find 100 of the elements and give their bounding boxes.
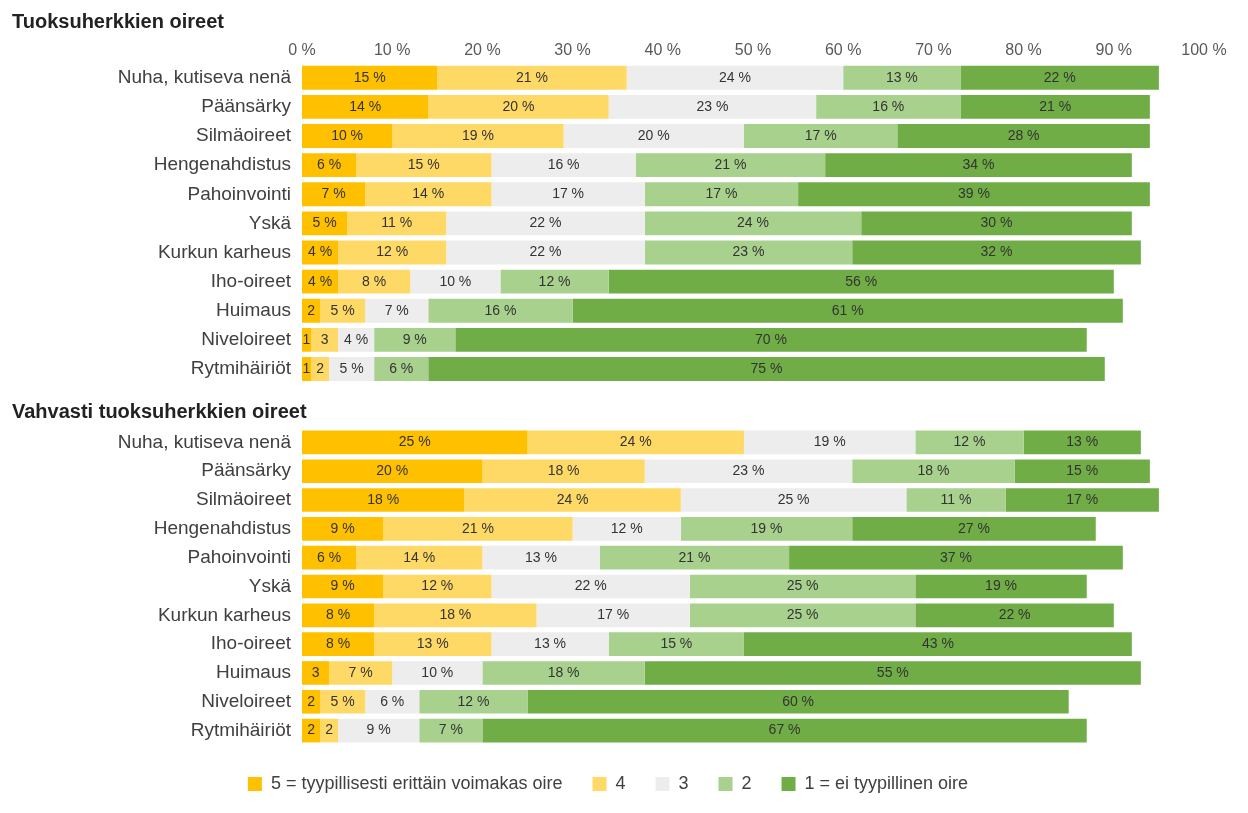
y-tick-label: Silmäoireet (195, 124, 292, 146)
bar (491, 182, 645, 207)
legend-label: 2 (741, 772, 752, 793)
bar (563, 124, 744, 148)
data-label: 14 % (349, 97, 382, 114)
bar (302, 517, 384, 541)
x-tick-label: 60 % (824, 41, 862, 59)
data-label: 2 (316, 359, 325, 376)
bar (302, 459, 483, 484)
data-label: 55 % (876, 663, 909, 680)
data-label: 17 % (705, 185, 738, 202)
bar (527, 689, 1069, 714)
data-label: 8 % (362, 272, 387, 289)
data-label: 16 % (547, 156, 580, 172)
data-label: 25 % (777, 490, 810, 507)
bar (374, 327, 456, 352)
y-tick-label: Niveloireet (201, 690, 292, 712)
bar (689, 603, 916, 628)
bar (572, 298, 1123, 323)
y-tick-label: Huimaus (216, 661, 291, 683)
data-label: 7 % (321, 185, 346, 202)
data-label: 11 % (381, 214, 413, 231)
y-tick-label: Yskä (248, 211, 292, 233)
data-label: 2 (307, 721, 316, 738)
data-label: 24 % (719, 68, 751, 85)
data-label: 2 (307, 301, 316, 318)
data-label: 8 % (326, 635, 351, 651)
data-label: 23 % (732, 243, 765, 260)
bar (536, 603, 690, 628)
data-label: 22 % (529, 243, 562, 260)
y-tick-label: Kurkun karheus (157, 603, 291, 625)
data-label: 4 % (344, 330, 369, 347)
bar (680, 488, 907, 512)
data-label: 5 % (330, 692, 355, 709)
bar (302, 661, 330, 685)
bar (491, 632, 609, 656)
data-label: 18 % (367, 490, 400, 507)
data-label: 9 % (366, 721, 391, 738)
data-label: 5 % (330, 301, 355, 318)
bar (302, 574, 384, 599)
text: Tuoksuherkkien oireet (12, 9, 225, 32)
bar (329, 661, 393, 685)
bar (383, 574, 492, 599)
data-label: 13 % (525, 548, 557, 565)
data-label: 10 % (331, 126, 364, 143)
data-label: 18 % (547, 663, 580, 680)
bar (419, 689, 528, 714)
data-label: 12 % (538, 272, 571, 289)
bar (428, 94, 609, 119)
bar (608, 632, 744, 656)
bar (428, 357, 1105, 381)
data-label: 19 % (813, 433, 846, 450)
data-label: 15 % (1066, 462, 1099, 479)
bar (743, 124, 898, 148)
bar (482, 661, 645, 685)
bar (482, 459, 645, 484)
data-label: 6 % (317, 548, 342, 565)
data-label: 61 % (831, 301, 864, 318)
bar (338, 718, 420, 743)
bar (635, 153, 826, 178)
data-label: 23 % (696, 97, 729, 114)
bar (302, 430, 528, 455)
data-label: 9 % (330, 519, 355, 536)
data-label: 23 % (732, 462, 765, 479)
bar (852, 517, 1096, 541)
data-label: 15 % (353, 68, 386, 85)
bar (302, 298, 321, 323)
bar (302, 689, 321, 714)
bar (302, 632, 375, 656)
legend-label: 4 (615, 772, 626, 793)
data-label: 7 % (438, 721, 463, 738)
bar (392, 661, 483, 685)
bar (302, 65, 438, 90)
bar (644, 661, 1141, 685)
bar (482, 545, 600, 570)
y-tick-label: Yskä (248, 574, 292, 596)
y-tick-label: Niveloireet (201, 328, 292, 350)
bar (906, 488, 1006, 512)
data-label: 21 % (461, 519, 494, 536)
bar (861, 211, 1132, 236)
bar (743, 632, 1132, 656)
data-label: 13 % (1066, 433, 1099, 450)
data-label: 1 (302, 359, 311, 376)
data-label: 4 % (307, 272, 333, 289)
bar (1005, 488, 1159, 512)
data-label: 1 (302, 330, 311, 347)
data-label: 12 % (457, 692, 490, 709)
bar (689, 574, 916, 599)
data-label: 10 % (421, 663, 454, 680)
bar (680, 517, 853, 541)
data-label: 21 % (714, 156, 747, 172)
bar (852, 240, 1141, 265)
data-label: 12 % (421, 577, 454, 594)
bar (365, 298, 429, 323)
bar (374, 357, 429, 381)
legend-label: 1 = ei tyypillinen oire (804, 772, 969, 793)
x-tick-label: 10 % (373, 41, 411, 59)
bar (825, 153, 1132, 178)
bar (347, 211, 447, 236)
x-tick-label: 90 % (1095, 41, 1133, 59)
